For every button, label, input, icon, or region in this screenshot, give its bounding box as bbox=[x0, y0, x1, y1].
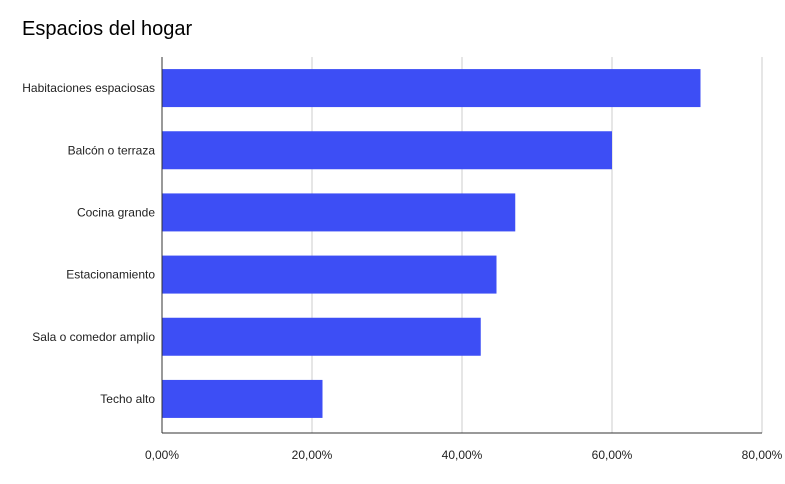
category-label: Balcón o terraza bbox=[68, 143, 156, 157]
category-label: Cocina grande bbox=[77, 205, 155, 219]
bar bbox=[162, 69, 701, 108]
x-tick-label: 60,00% bbox=[592, 448, 633, 462]
bar bbox=[162, 379, 323, 418]
bar bbox=[162, 317, 481, 356]
bars bbox=[162, 69, 701, 418]
chart-title: Espacios del hogar bbox=[22, 18, 193, 40]
category-label: Techo alto bbox=[100, 392, 155, 406]
tick-labels: 0,00% 20,00% 40,00% 60,00% 80,00% bbox=[145, 448, 783, 462]
x-tick-label: 20,00% bbox=[292, 448, 333, 462]
bar bbox=[162, 193, 516, 232]
x-tick-label: 40,00% bbox=[442, 448, 483, 462]
x-tick-label: 0,00% bbox=[145, 448, 179, 462]
category-label: Sala o comedor amplio bbox=[32, 330, 155, 344]
category-label: Estacionamiento bbox=[66, 268, 155, 282]
category-label: Habitaciones espaciosas bbox=[22, 81, 155, 95]
gridlines bbox=[311, 57, 763, 433]
x-tick-label: 80,00% bbox=[742, 448, 783, 462]
category-labels: Habitaciones espaciosas Balcón o terraza C… bbox=[22, 81, 155, 406]
bar bbox=[162, 255, 497, 294]
bar bbox=[162, 131, 612, 170]
axes bbox=[161, 57, 762, 434]
